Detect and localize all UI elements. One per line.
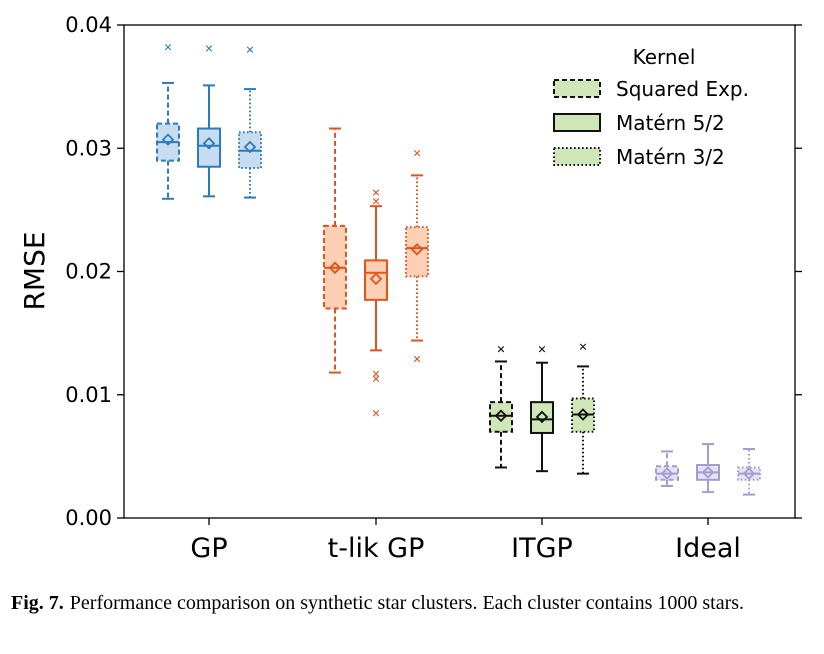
outlier-stroke — [372, 410, 380, 417]
outlier-marker — [205, 45, 213, 52]
box-group — [156, 43, 180, 200]
outlier-marker — [413, 355, 421, 363]
x-tick-label: t-lik GP — [328, 533, 425, 564]
legend-swatch — [553, 79, 601, 98]
outlier-marker — [538, 345, 546, 353]
mean-marker — [410, 243, 424, 256]
y-axis-label: RMSE — [18, 231, 51, 310]
outlier-stroke — [205, 45, 213, 52]
box — [364, 259, 388, 301]
x-tick-label: ITGP — [511, 533, 573, 564]
y-tick-label: 0.00 — [65, 506, 112, 530]
outlier-stroke — [497, 345, 505, 353]
legend-swatch — [553, 147, 601, 166]
mean-marker — [328, 261, 342, 275]
legend-label: Squared Exp. — [616, 77, 749, 101]
outlier-marker — [372, 198, 380, 205]
legend-label: Matérn 5/2 — [616, 111, 725, 135]
box-group — [197, 45, 221, 198]
legend-label: Matérn 3/2 — [616, 145, 725, 169]
mean-marker — [701, 466, 715, 479]
caption-text: Performance comparison on synthetic star… — [69, 592, 745, 614]
outlier-stroke — [579, 343, 587, 350]
outlier-stroke — [372, 189, 380, 196]
figure-caption: Fig. 7. Performance comparison on synthet… — [11, 590, 816, 616]
x-tick-label: Ideal — [675, 533, 741, 564]
box — [530, 401, 554, 434]
outlier-stroke — [372, 370, 380, 377]
mean-marker — [660, 467, 674, 480]
outlier-stroke — [413, 355, 421, 363]
outlier-marker — [579, 343, 587, 350]
axes: 0.00 0.01 0.02 0.03 0.04 GP t-lik GP ITGP Ideal — [65, 13, 802, 564]
box-group — [530, 345, 554, 473]
mean-marker — [742, 467, 756, 480]
outlier-stroke — [164, 43, 172, 51]
box-group — [737, 447, 761, 496]
legend-title: Kernel — [633, 45, 696, 69]
outlier-stroke — [413, 149, 421, 157]
mean-marker — [202, 137, 216, 150]
box-group — [364, 189, 388, 417]
mean-marker — [535, 410, 549, 424]
mean-marker — [369, 272, 383, 286]
outlier-marker — [246, 46, 254, 53]
outlier-marker — [372, 370, 380, 377]
mean-marker — [161, 133, 175, 146]
y-tick-label: 0.02 — [65, 260, 112, 284]
mean-marker — [243, 140, 257, 154]
outlier-marker — [372, 410, 380, 417]
box — [489, 401, 513, 433]
x-tick-label: GP — [190, 533, 227, 564]
legend: Kernel Squared Exp. Matérn 5/2 Matérn 3/2 — [553, 45, 749, 169]
box-group — [571, 343, 595, 475]
y-tick-label: 0.01 — [65, 383, 112, 407]
box-group — [323, 127, 347, 374]
box-group — [405, 149, 429, 363]
figure-number: Fig. 7. — [11, 592, 64, 614]
outlier-marker — [164, 43, 172, 51]
box-group — [655, 450, 679, 487]
box-group — [696, 443, 720, 494]
mean-marker — [576, 408, 590, 421]
y-tick-label: 0.04 — [65, 13, 112, 37]
outlier-stroke — [372, 198, 380, 205]
legend-swatch — [553, 113, 601, 132]
outlier-stroke — [246, 46, 254, 53]
box — [405, 226, 429, 278]
plot-area — [156, 43, 761, 496]
outlier-marker — [497, 345, 505, 353]
outlier-stroke — [538, 345, 546, 353]
outlier-marker — [372, 375, 380, 382]
mean-marker — [494, 409, 508, 422]
outlier-stroke — [372, 375, 380, 382]
y-tick-label: 0.03 — [65, 136, 112, 160]
outlier-marker — [413, 149, 421, 157]
box-group — [238, 46, 262, 199]
outlier-marker — [372, 189, 380, 196]
box-group — [489, 345, 513, 469]
